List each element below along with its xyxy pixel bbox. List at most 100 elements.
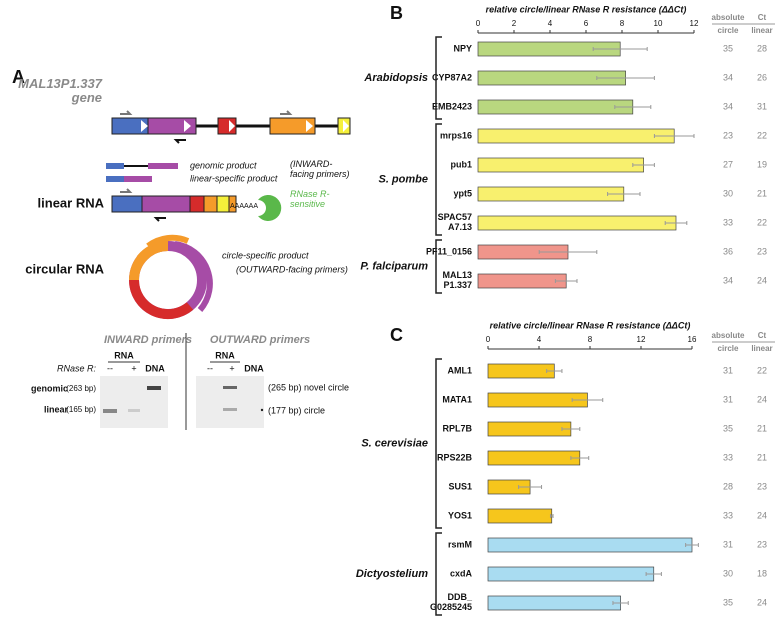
error-bar bbox=[664, 221, 688, 225]
group-label: S. cerevisiae bbox=[361, 437, 428, 449]
bar bbox=[477, 273, 567, 289]
lane-label: -- bbox=[107, 363, 113, 373]
ct-value: 30 bbox=[723, 188, 733, 198]
category-label: SUS1 bbox=[448, 481, 472, 491]
ct-value: 18 bbox=[757, 568, 767, 578]
category-label: RPS22B bbox=[437, 452, 473, 462]
axis-title: relative circle/linear RNase R resistanc… bbox=[486, 4, 687, 14]
error-bar bbox=[612, 601, 629, 605]
ct-value: 24 bbox=[757, 510, 767, 520]
error-bar bbox=[538, 250, 598, 254]
linear-rna-label: linear RNA bbox=[38, 195, 105, 210]
error-bar bbox=[570, 456, 590, 460]
category-label: SPAC57 A7.13 bbox=[438, 212, 472, 232]
gel-title: INWARD primers bbox=[104, 334, 192, 346]
ct-value: 21 bbox=[757, 188, 767, 198]
axis-title: relative circle/linear RNase R resistanc… bbox=[490, 320, 691, 330]
group-bracket bbox=[435, 123, 442, 236]
category-label: DDB_ G0285245 bbox=[430, 592, 473, 612]
ct-value: 35 bbox=[723, 597, 733, 607]
category-label: mrps16 bbox=[440, 130, 472, 140]
error-bar bbox=[645, 572, 662, 576]
category-label: AML1 bbox=[448, 365, 473, 375]
category-label: YOS1 bbox=[448, 510, 472, 520]
error-bar bbox=[607, 192, 641, 196]
x-tick-label: 4 bbox=[548, 19, 553, 28]
ct-value: 34 bbox=[723, 101, 733, 111]
lane-label: -- bbox=[207, 363, 213, 373]
ct-header: Ct bbox=[758, 331, 767, 340]
group-label: S. pombe bbox=[378, 173, 428, 185]
band-label: linear bbox=[44, 404, 69, 414]
category-label: MAL13 P1.337 bbox=[442, 270, 472, 290]
x-tick-label: 0 bbox=[476, 19, 481, 28]
rna-label: RNA bbox=[215, 350, 235, 360]
gene-label: MAL13P1.337 gene bbox=[18, 76, 103, 105]
category-label: EMB2423 bbox=[432, 101, 472, 111]
ct-value: 31 bbox=[723, 539, 733, 549]
error-bar bbox=[685, 543, 699, 547]
ct-column: linear bbox=[751, 26, 772, 35]
panel-letter: C bbox=[390, 325, 403, 345]
ct-header: absolute bbox=[712, 331, 745, 340]
x-tick-label: 8 bbox=[620, 19, 625, 28]
ct-value: 33 bbox=[723, 217, 733, 227]
ct-value: 31 bbox=[757, 101, 767, 111]
group-bracket bbox=[435, 36, 442, 120]
error-bar bbox=[614, 105, 652, 109]
outward-note: (OUTWARD-facing primers) bbox=[236, 264, 348, 274]
category-label: NPY bbox=[453, 43, 472, 53]
ct-header: absolute bbox=[712, 13, 745, 22]
bar bbox=[487, 450, 581, 466]
ct-value: 36 bbox=[723, 246, 733, 256]
x-tick-label: 0 bbox=[486, 335, 491, 344]
ct-value: 31 bbox=[723, 394, 733, 404]
category-label: CYP87A2 bbox=[432, 72, 472, 82]
bar bbox=[477, 157, 644, 173]
ct-value: 21 bbox=[757, 423, 767, 433]
lane-label: DNA bbox=[244, 363, 264, 373]
ct-value: 24 bbox=[757, 597, 767, 607]
group-label: P. falciparum bbox=[360, 260, 428, 272]
ct-value: 35 bbox=[723, 423, 733, 433]
error-bar bbox=[518, 485, 543, 489]
ct-value: 22 bbox=[757, 365, 767, 375]
ct-column: circle bbox=[718, 344, 739, 353]
lane-label: + bbox=[131, 363, 136, 373]
x-tick-label: 12 bbox=[690, 19, 699, 28]
ct-value: 23 bbox=[757, 481, 767, 491]
band-size: (165 bp) bbox=[66, 405, 96, 414]
ct-value: 21 bbox=[757, 452, 767, 462]
error-bar bbox=[549, 514, 554, 518]
gel-image bbox=[100, 376, 264, 428]
bar bbox=[487, 537, 693, 553]
ct-column: linear bbox=[751, 344, 772, 353]
x-tick-label: 8 bbox=[588, 335, 593, 344]
category-label: cxdA bbox=[450, 568, 473, 578]
band-label: genomic bbox=[31, 383, 68, 393]
panel-letter: A bbox=[12, 67, 25, 87]
x-tick-label: 2 bbox=[512, 19, 517, 28]
ct-value: 22 bbox=[757, 217, 767, 227]
x-tick-label: 12 bbox=[637, 335, 646, 344]
bar bbox=[487, 595, 621, 611]
ct-value: 34 bbox=[723, 275, 733, 285]
error-bar bbox=[561, 427, 581, 431]
ct-value: 24 bbox=[757, 394, 767, 404]
bar bbox=[487, 421, 572, 437]
ct-value: 28 bbox=[757, 43, 767, 53]
error-bar bbox=[632, 163, 655, 167]
error-bar bbox=[592, 47, 648, 51]
x-tick-label: 10 bbox=[654, 19, 663, 28]
category-label: RPL7B bbox=[442, 423, 472, 433]
bar bbox=[477, 215, 677, 231]
rnase-note: RNase R-sensitive bbox=[290, 189, 330, 209]
category-label: rsmM bbox=[448, 539, 472, 549]
bar bbox=[487, 566, 655, 582]
ct-column: circle bbox=[718, 26, 739, 35]
circular-rna-label: circular RNA bbox=[25, 261, 104, 276]
ct-value: 27 bbox=[723, 159, 733, 169]
lane-label: DNA bbox=[145, 363, 165, 373]
ct-value: 23 bbox=[757, 539, 767, 549]
